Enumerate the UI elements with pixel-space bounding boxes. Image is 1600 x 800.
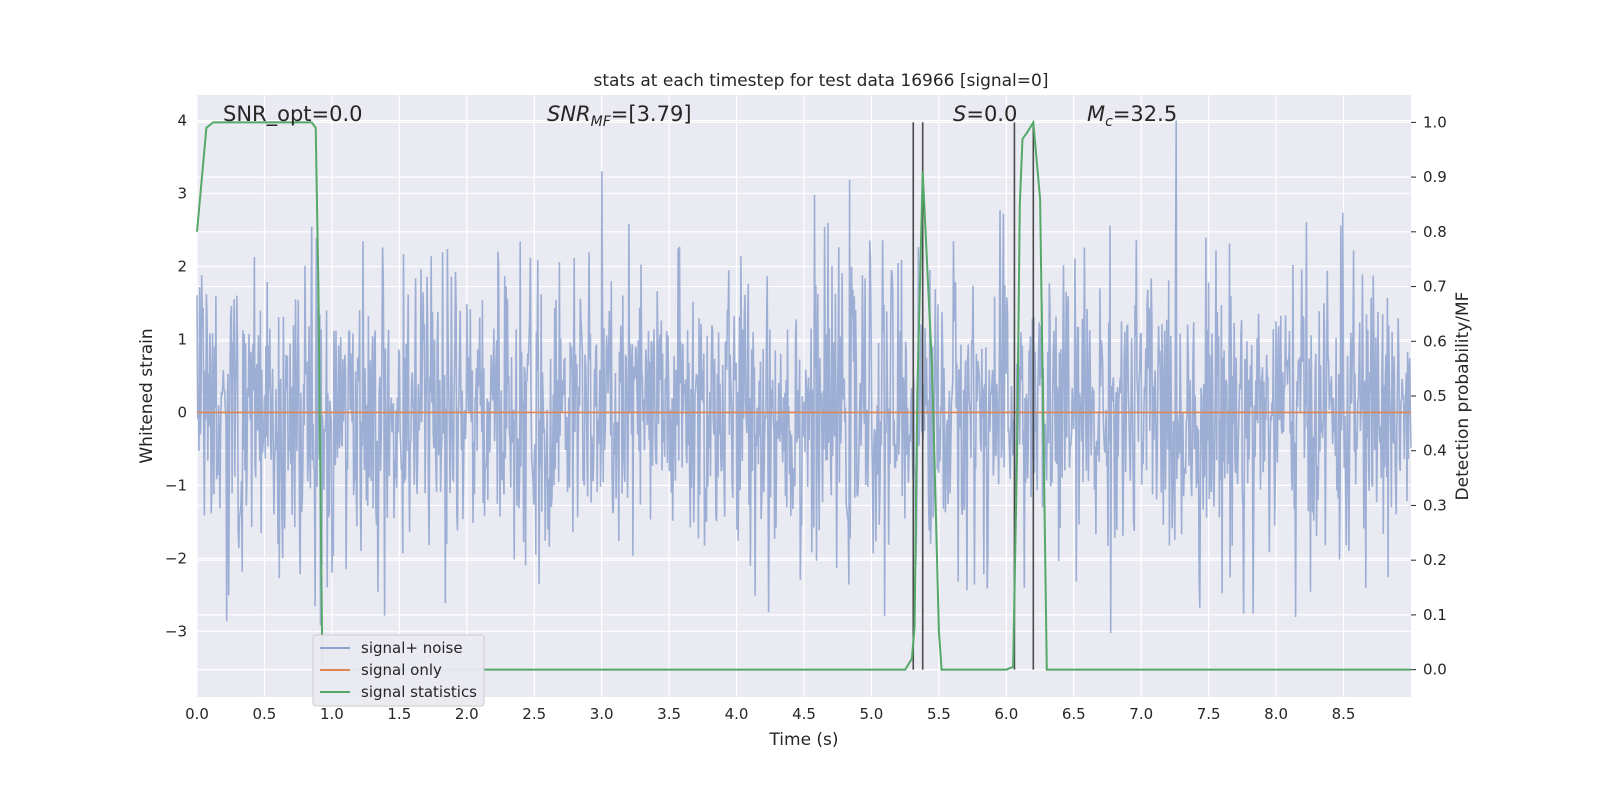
series-signal-noise xyxy=(196,120,1412,634)
annotation-text: SNR_opt=0.0 xyxy=(223,102,363,127)
legend-label-signal-only: signal only xyxy=(361,661,442,679)
y-tick-label-left: −1 xyxy=(165,476,187,494)
x-axis-label: Time (s) xyxy=(768,730,838,750)
annotations: SNR_opt=0.0 SNRMF=[3.79] S=0.0 Mc=32.5 xyxy=(223,102,1177,130)
y-tick-label-right: 0.5 xyxy=(1423,387,1447,405)
series-signal-statistics xyxy=(196,119,1411,671)
grid xyxy=(196,95,1411,697)
y-tick-label-right: 0.2 xyxy=(1423,551,1447,569)
x-tick-label: 6.5 xyxy=(1062,705,1086,723)
y-tick-label-right: 0.0 xyxy=(1423,661,1447,679)
x-tick-label: 2.5 xyxy=(522,705,546,723)
y-tick-label-left: 2 xyxy=(177,257,187,275)
x-tick-label: 7.5 xyxy=(1197,705,1221,723)
y-tick-label-right: 1.0 xyxy=(1423,113,1447,131)
x-tick-label: 3.0 xyxy=(590,705,614,723)
x-tick-label: 1.0 xyxy=(320,705,344,723)
legend-box xyxy=(312,634,485,707)
y-tick-label-left: 0 xyxy=(177,403,187,421)
x-tick-label: 7.0 xyxy=(1129,705,1153,723)
chart-title: stats at each timestep for test data 169… xyxy=(594,71,1049,91)
y-axis-label-left: Whitened strain xyxy=(137,328,157,463)
y-tick-label-right: 0.1 xyxy=(1423,606,1447,624)
legend-label-signal-noise: signal+ noise xyxy=(361,639,463,657)
x-tick-label: 6.0 xyxy=(994,705,1018,723)
y-tick-label-left: 3 xyxy=(177,185,187,203)
legend: signal+ noise signal only signal statist… xyxy=(312,634,485,707)
y-tick-label-left: −3 xyxy=(165,622,187,640)
series-layer xyxy=(196,119,1412,671)
y-tick-label-right: 0.4 xyxy=(1423,442,1447,460)
ticks: 0.0 0.5 1.0 1.5 2.0 2.5 3.0 3.5 4.0 4.5 5.0 5.5 6.0 6… xyxy=(165,112,1447,723)
x-tick-label: 8.5 xyxy=(1332,705,1356,723)
y-tick-label-left: 4 xyxy=(177,112,187,130)
x-tick-label: 2.0 xyxy=(455,705,479,723)
y-axis-label-right: Detection probability/MF xyxy=(1453,292,1473,501)
x-tick-label: 3.5 xyxy=(657,705,681,723)
x-tick-label: 1.5 xyxy=(387,705,411,723)
y-tick-label-right: 0.6 xyxy=(1423,332,1447,350)
y-tick-label-right: 0.9 xyxy=(1423,168,1447,186)
x-tick-label: 0.0 xyxy=(185,705,209,723)
annotation-text: Mc=32.5 xyxy=(1087,102,1177,130)
annotation-text: S=0.0 xyxy=(953,102,1017,126)
x-tick-label: 4.5 xyxy=(792,705,816,723)
legend-label-signal-statistics: signal statistics xyxy=(361,683,477,701)
x-tick-label: 5.5 xyxy=(927,705,951,723)
y-tick-label-right: 0.3 xyxy=(1423,496,1447,514)
y-tick-label-left: 1 xyxy=(177,330,187,348)
x-tick-label: 5.0 xyxy=(860,705,884,723)
x-tick-label: 4.0 xyxy=(725,705,749,723)
x-tick-label: 8.0 xyxy=(1264,705,1288,723)
annotation-text: SNRMF=[3.79] xyxy=(547,102,692,130)
y-tick-label-right: 0.8 xyxy=(1423,223,1447,241)
y-tick-label-left: −2 xyxy=(165,549,187,567)
x-tick-label: 0.5 xyxy=(253,705,277,723)
y-tick-label-right: 0.7 xyxy=(1423,278,1447,296)
